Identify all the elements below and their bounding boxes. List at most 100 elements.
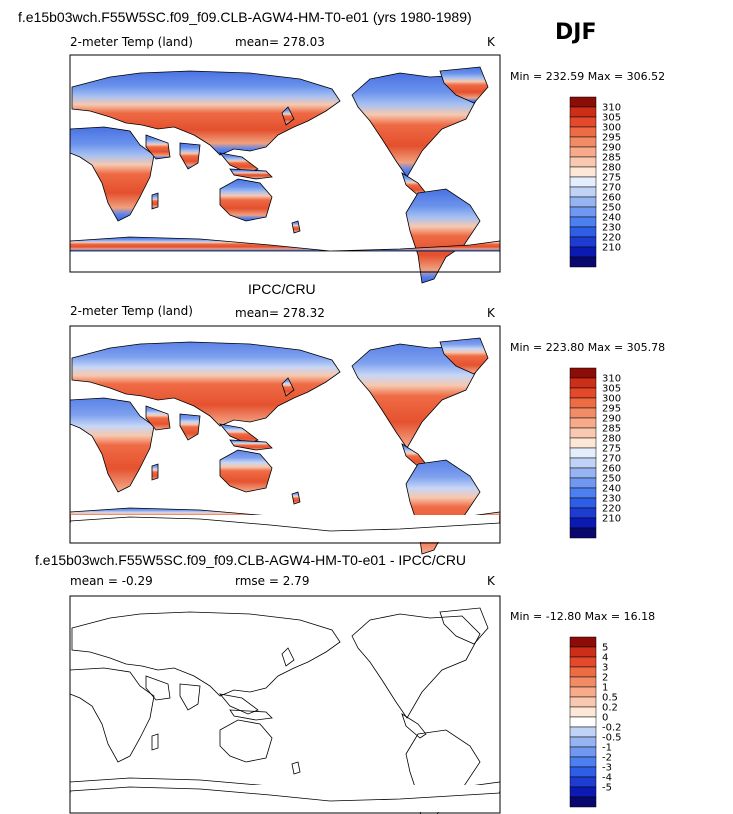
colorbar-tick-label: 240 [602, 213, 621, 224]
colorbar-swatch [569, 106, 597, 118]
colorbar-swatch [569, 156, 597, 168]
colorbar-swatch [569, 437, 597, 449]
colorbar-tick-label: -5 [602, 783, 612, 794]
colorbar-swatch [569, 726, 597, 738]
colorbar-swatch [569, 216, 597, 228]
colorbar-tick-label: 220 [602, 504, 621, 515]
map-panel-1 [69, 54, 501, 284]
colorbar-swatch [569, 756, 597, 768]
colorbar-swatch [569, 387, 597, 399]
colorbar-tick-label: 260 [602, 193, 621, 204]
colorbar-swatch [569, 447, 597, 459]
colorbar-swatch [569, 186, 597, 198]
colorbar-swatch [569, 417, 597, 429]
colorbar-swatch [569, 487, 597, 499]
colorbar-tick-label: 5 [602, 643, 608, 654]
map-panel-2 [69, 325, 501, 555]
colorbar-swatch [569, 96, 597, 108]
panel2-minmax: Min = 223.80 Max = 305.78 [510, 341, 666, 354]
colorbar-tick-label: 0 [602, 713, 608, 724]
colorbar-swatch [569, 766, 597, 778]
colorbar-tick-label: 4 [602, 653, 608, 664]
colorbar-swatch [569, 256, 597, 268]
colorbar-tick-label: 280 [602, 163, 621, 174]
colorbar-swatch [569, 166, 597, 178]
colorbar-tick-label: 0.2 [602, 703, 618, 714]
colorbar-swatch [569, 367, 597, 379]
colorbar-tick-label: 310 [602, 103, 621, 114]
panel3-minmax: Min = -12.80 Max = 16.18 [510, 610, 656, 623]
map-panel-3 [69, 595, 501, 814]
map-frame [69, 54, 501, 273]
colorbar-swatch [569, 497, 597, 509]
colorbar-swatch [569, 427, 597, 439]
colorbar-tick-label: 250 [602, 474, 621, 485]
panel1-field-label: 2-meter Temp (land) [70, 35, 193, 49]
colorbar-swatch [569, 636, 597, 648]
colorbar-tick-label: 0.5 [602, 693, 618, 704]
colorbar-swatch [569, 236, 597, 248]
colorbar-swatch [569, 507, 597, 519]
colorbar-1: 3103053002952902852802752702602502402302… [569, 96, 621, 268]
panel3-rmse: rmse = 2.79 [235, 574, 310, 588]
colorbar-tick-label: 3 [602, 663, 608, 674]
colorbar-swatch [569, 246, 597, 258]
map-ocean [70, 596, 500, 813]
panel3-mean: mean = -0.29 [70, 574, 153, 588]
panel3-title: f.e15b03wch.F55W5SC.f09_f09.CLB-AGW4-HM-… [35, 552, 467, 568]
colorbar-tick-label: 280 [602, 434, 621, 445]
colorbar-tick-label: 250 [602, 203, 621, 214]
panel2-field-label: 2-meter Temp (land) [70, 304, 193, 318]
colorbar-tick-label: 230 [602, 494, 621, 505]
colorbar-swatch [569, 646, 597, 658]
colorbar-tick-label: -4 [602, 773, 612, 784]
colorbar-tick-label: 290 [602, 414, 621, 425]
colorbar-swatch [569, 477, 597, 489]
colorbar-tick-label: -2 [602, 753, 612, 764]
colorbar-tick-label: 210 [602, 514, 621, 525]
colorbar-swatch [569, 686, 597, 698]
colorbar-swatch [569, 407, 597, 419]
colorbar-tick-label: 310 [602, 374, 621, 385]
season-label: DJF [555, 20, 597, 45]
colorbar-swatch [569, 796, 597, 808]
colorbar-swatch [569, 457, 597, 469]
colorbar-swatch [569, 146, 597, 158]
colorbar-tick-label: -3 [602, 763, 612, 774]
colorbar-tick-label: 230 [602, 223, 621, 234]
colorbar-swatch [569, 206, 597, 218]
main-title: f.e15b03wch.F55W5SC.f09_f09.CLB-AGW4-HM-… [18, 9, 472, 25]
colorbar-tick-label: 285 [602, 424, 621, 435]
colorbar-swatch [569, 226, 597, 238]
colorbar-2: 3103053002952902852802752702602502402302… [569, 367, 621, 539]
colorbar-tick-label: -1 [602, 743, 612, 754]
colorbar-swatch [569, 176, 597, 188]
colorbar-swatch [569, 196, 597, 208]
colorbar-swatch [569, 746, 597, 758]
colorbar-swatch [569, 397, 597, 409]
colorbar-tick-label: 295 [602, 133, 621, 144]
colorbar-tick-label: 275 [602, 444, 621, 455]
colorbar-swatch [569, 126, 597, 138]
map-frame [69, 325, 501, 544]
panel2-units: K [487, 306, 495, 320]
colorbar-tick-label: 300 [602, 123, 621, 134]
colorbar-swatch [569, 716, 597, 728]
colorbar-tick-label: 300 [602, 394, 621, 405]
colorbar-swatch [569, 736, 597, 748]
colorbar-swatch [569, 467, 597, 479]
map-frame [69, 595, 501, 814]
colorbar-tick-label: -0.5 [602, 733, 622, 744]
colorbar-tick-label: 260 [602, 464, 621, 475]
colorbar-swatch [569, 666, 597, 678]
colorbar-swatch [569, 786, 597, 798]
colorbar-tick-label: 275 [602, 173, 621, 184]
colorbar-tick-label: 220 [602, 233, 621, 244]
colorbar-tick-label: 295 [602, 404, 621, 415]
colorbar-tick-label: 270 [602, 183, 621, 194]
colorbars: 3103053002952902852802752702602502402302… [569, 96, 622, 808]
colorbar-swatch [569, 136, 597, 148]
panel1-units: K [487, 35, 495, 49]
